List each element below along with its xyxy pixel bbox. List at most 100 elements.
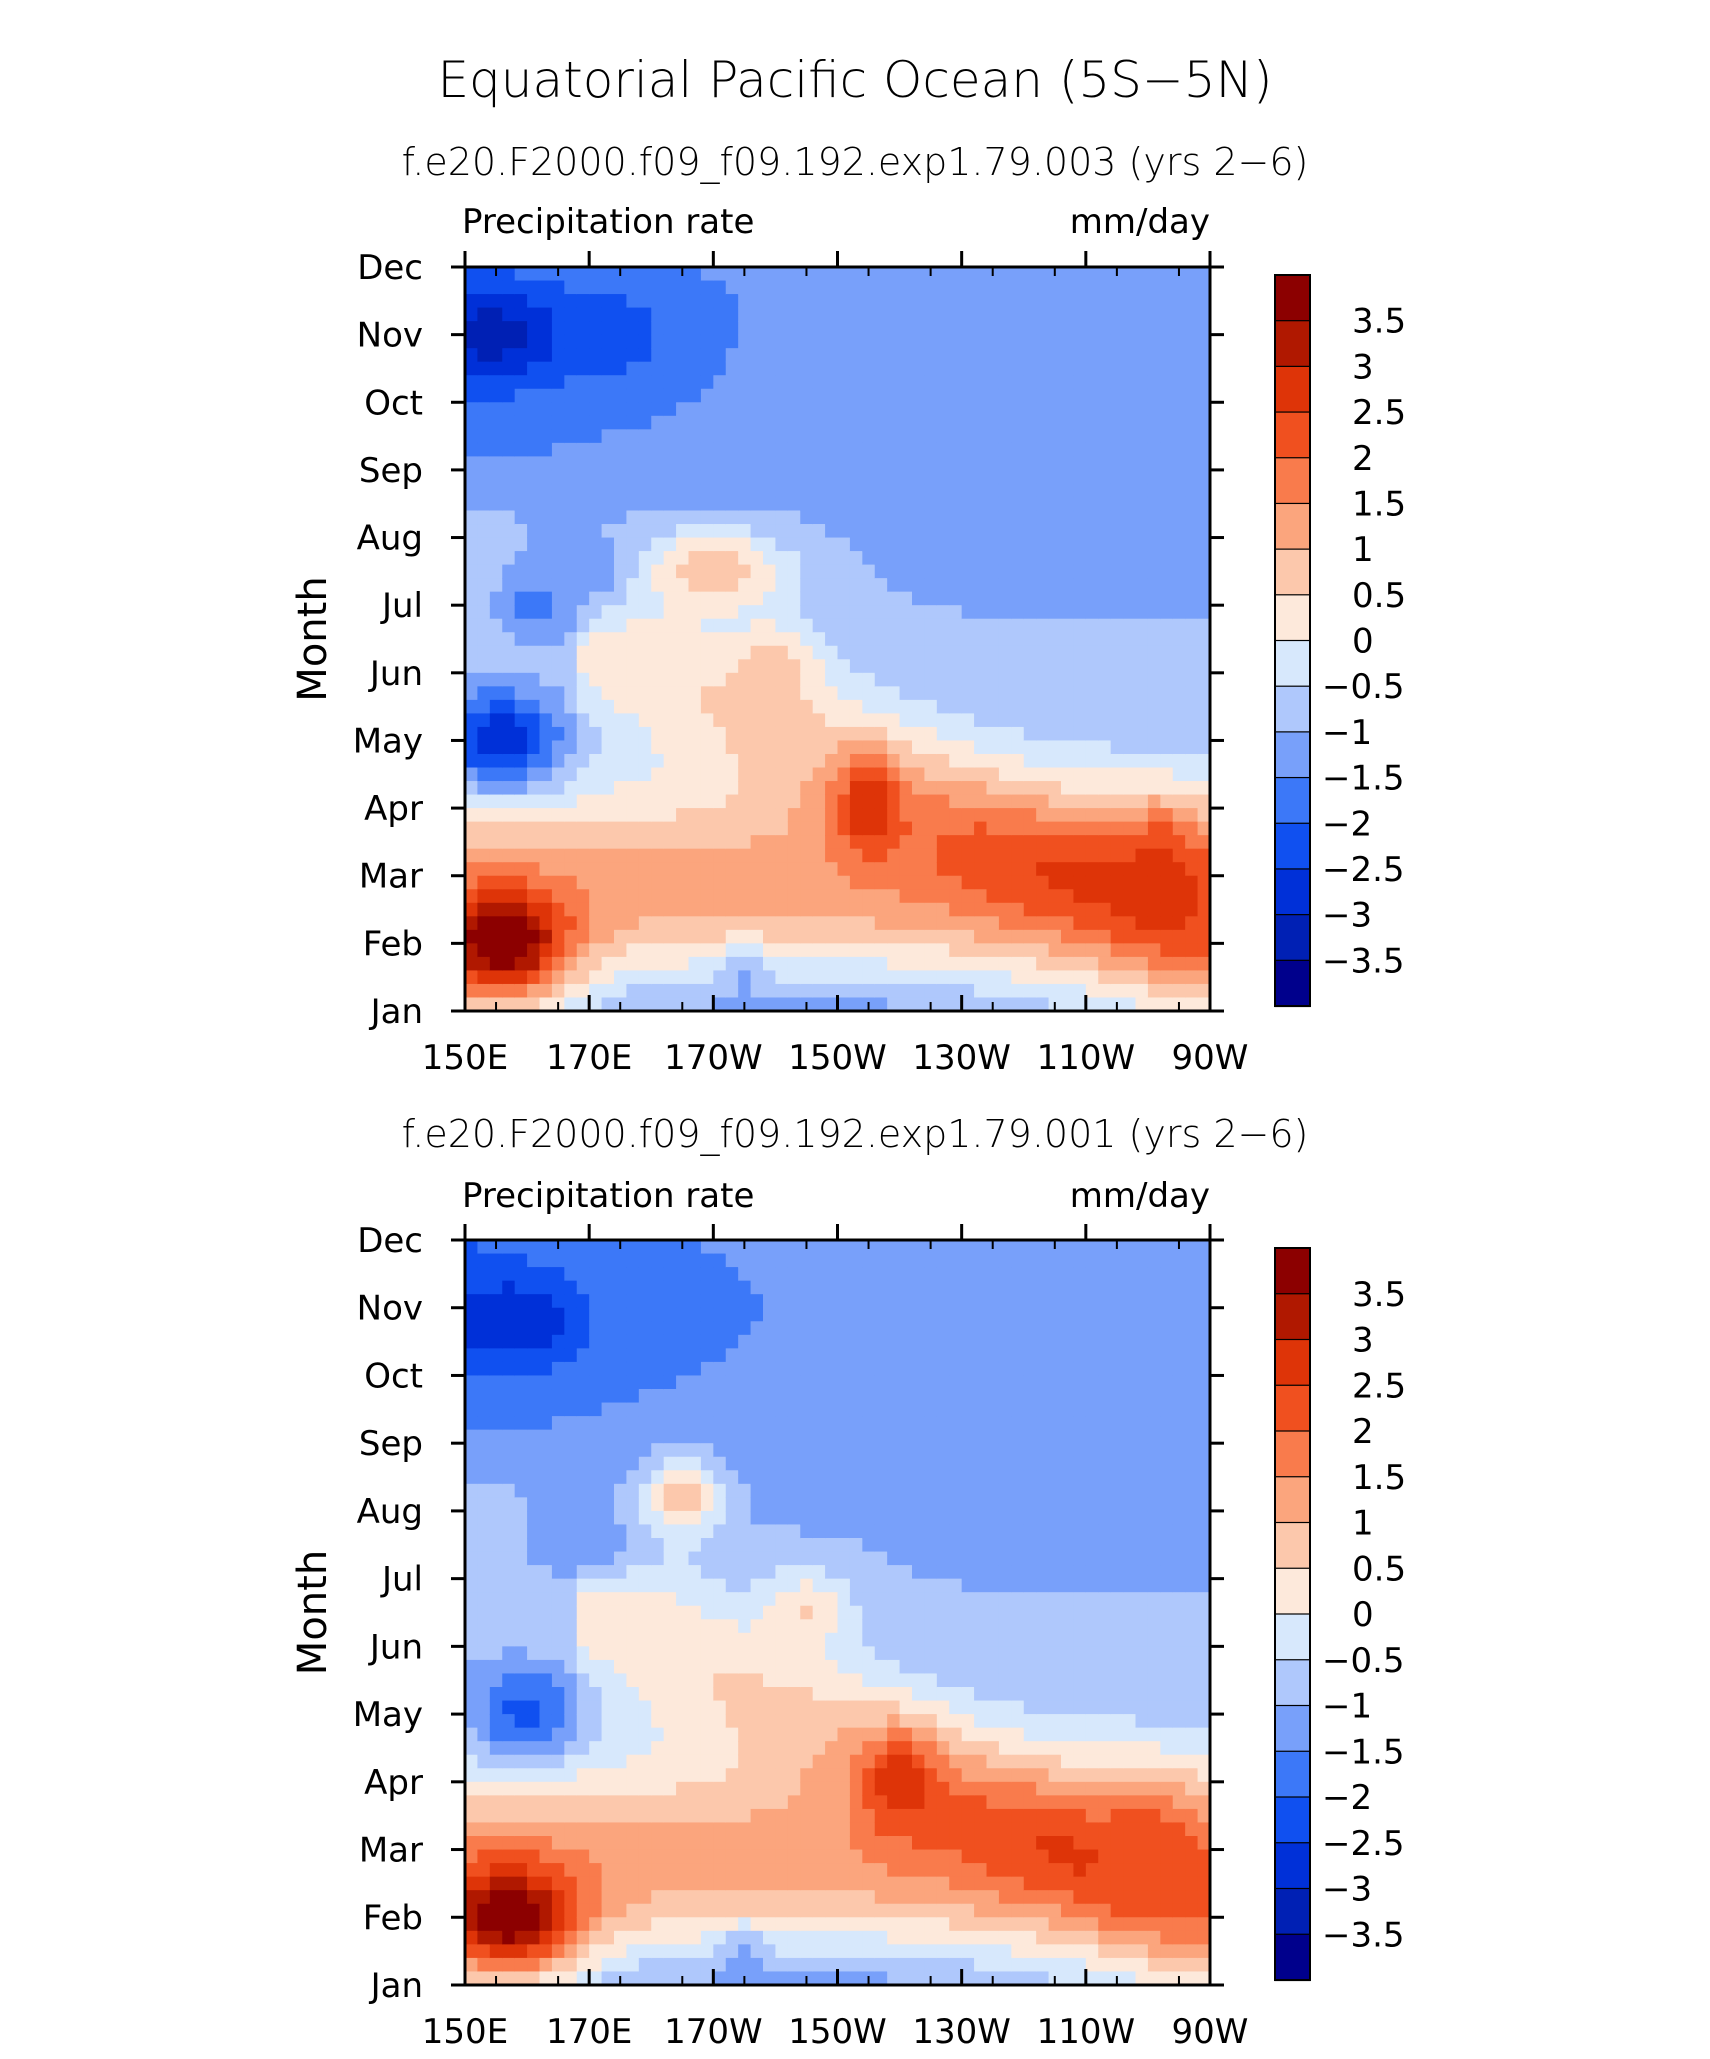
field-cell bbox=[502, 469, 516, 485]
field-cell bbox=[800, 956, 814, 972]
field-cell bbox=[1197, 361, 1211, 376]
field-cell bbox=[763, 375, 777, 390]
field-cell bbox=[527, 1714, 541, 1729]
field-cell bbox=[700, 1578, 714, 1593]
field-cell bbox=[874, 699, 888, 714]
field-cell bbox=[700, 632, 714, 647]
field-cell bbox=[713, 1578, 727, 1593]
field-cell bbox=[887, 726, 901, 742]
field-cell bbox=[949, 496, 963, 512]
field-cell bbox=[651, 605, 665, 620]
field-cell bbox=[527, 1538, 541, 1553]
field-cell bbox=[676, 388, 690, 403]
field-cell bbox=[849, 983, 863, 999]
field-cell bbox=[924, 956, 938, 972]
field-cell bbox=[514, 983, 528, 999]
field-cell bbox=[700, 1632, 714, 1647]
field-cell bbox=[638, 1808, 652, 1824]
field-cell bbox=[502, 889, 516, 904]
field-cell bbox=[676, 1375, 690, 1390]
field-cell bbox=[1085, 916, 1099, 931]
field-cell bbox=[489, 1294, 503, 1309]
field-cell bbox=[626, 1402, 640, 1417]
field-cell bbox=[489, 294, 503, 309]
field-cell bbox=[539, 1944, 553, 1959]
field-cell bbox=[738, 781, 752, 796]
colorbar-label: 3 bbox=[1352, 347, 1374, 387]
field-cell bbox=[986, 402, 1000, 417]
field-cell bbox=[1147, 442, 1161, 457]
field-cell bbox=[601, 321, 615, 336]
field-cell bbox=[1036, 442, 1050, 457]
field-cell bbox=[539, 1768, 553, 1783]
field-cell bbox=[589, 564, 603, 579]
field-cell bbox=[713, 294, 727, 309]
field-cell bbox=[1098, 632, 1112, 647]
field-cell bbox=[1160, 983, 1174, 999]
field-cell bbox=[564, 1443, 578, 1458]
field-cell bbox=[750, 1538, 764, 1553]
field-cell bbox=[700, 469, 714, 485]
field-cell bbox=[465, 1294, 479, 1309]
field-cell bbox=[725, 469, 739, 485]
colorbar-label: 3.5 bbox=[1352, 302, 1406, 342]
field-cell bbox=[936, 267, 950, 282]
field-cell bbox=[676, 375, 690, 390]
field-cell bbox=[1123, 321, 1137, 336]
field-cell bbox=[1110, 726, 1124, 742]
field-cell bbox=[1073, 429, 1087, 444]
field-cell bbox=[551, 551, 565, 566]
field-cell bbox=[663, 821, 677, 836]
field-cell bbox=[688, 578, 702, 593]
field-cell bbox=[924, 429, 938, 444]
field-cell bbox=[564, 1375, 578, 1390]
field-cell bbox=[1123, 605, 1137, 620]
field-cell bbox=[1172, 321, 1186, 336]
field-cell bbox=[576, 1700, 590, 1715]
field-cell bbox=[527, 334, 541, 349]
field-cell bbox=[564, 1483, 578, 1498]
field-cell bbox=[700, 618, 714, 633]
field-cell bbox=[862, 551, 876, 566]
field-cell bbox=[688, 1267, 702, 1282]
field-cell bbox=[564, 524, 578, 539]
field-cell bbox=[1185, 294, 1199, 309]
field-cell bbox=[551, 578, 565, 593]
field-cell bbox=[477, 551, 491, 566]
field-cell bbox=[477, 524, 491, 539]
field-cell bbox=[763, 726, 777, 742]
field-cell bbox=[800, 537, 814, 552]
field-cell bbox=[688, 1619, 702, 1634]
field-cell bbox=[663, 686, 677, 701]
field-cell bbox=[1160, 889, 1174, 904]
field-cell bbox=[663, 334, 677, 349]
field-cell bbox=[688, 1605, 702, 1620]
field-cell bbox=[514, 889, 528, 904]
field-cell bbox=[713, 1267, 727, 1282]
field-cell bbox=[800, 1673, 814, 1688]
field-cell bbox=[626, 1917, 640, 1932]
field-cell bbox=[775, 929, 789, 944]
field-cell bbox=[489, 916, 503, 931]
field-cell bbox=[899, 267, 913, 282]
field-cell bbox=[887, 956, 901, 972]
field-cell bbox=[775, 1389, 789, 1404]
field-cell bbox=[1048, 699, 1062, 714]
field-cell bbox=[1061, 862, 1075, 877]
field-cell bbox=[1011, 456, 1025, 471]
field-cell bbox=[713, 483, 727, 498]
field-cell bbox=[477, 1605, 491, 1620]
field-cell bbox=[539, 835, 553, 850]
field-cell bbox=[899, 740, 913, 755]
field-cell bbox=[514, 875, 528, 890]
field-cell bbox=[539, 1619, 553, 1634]
field-cell bbox=[862, 578, 876, 593]
field-cell bbox=[812, 862, 826, 877]
field-cell bbox=[812, 1592, 826, 1607]
field-cell bbox=[750, 1930, 764, 1945]
field-cell bbox=[986, 469, 1000, 485]
field-cell bbox=[514, 686, 528, 701]
field-cell bbox=[527, 672, 541, 687]
field-cell bbox=[589, 456, 603, 471]
field-cell bbox=[676, 1687, 690, 1702]
